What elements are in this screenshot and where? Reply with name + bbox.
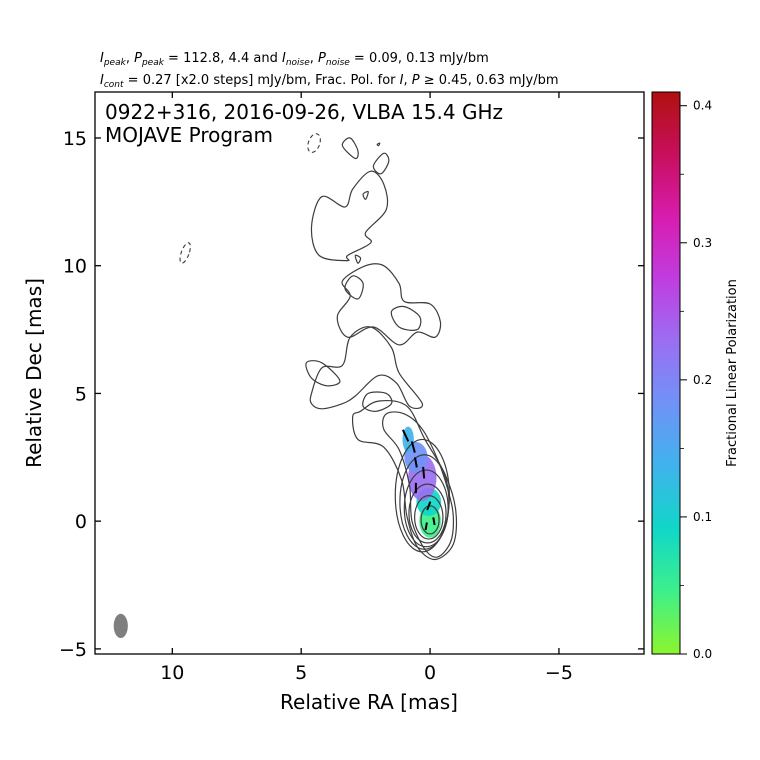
colorbar-tick-label: 0.0 [693, 647, 712, 661]
intensity-contour [310, 170, 389, 262]
y-tick-label: −5 [59, 639, 87, 661]
plot-frame [94, 91, 645, 655]
intensity-contour [341, 137, 359, 160]
negative-contour [307, 133, 321, 153]
y-tick-label: 5 [75, 383, 87, 405]
intensity-contour [390, 305, 422, 331]
evpa-layer [401, 429, 436, 531]
colorbar-label: Fractional Linear Polarization [725, 279, 740, 467]
beam-layer [113, 613, 128, 639]
y-tick-label: 15 [63, 128, 87, 150]
colorbar-tick-label: 0.4 [693, 99, 712, 113]
beam-ellipse [113, 613, 128, 639]
evpa-tick [422, 466, 426, 479]
intensity-contour [305, 360, 341, 387]
core-contour [394, 438, 451, 553]
intensity-contour [354, 254, 362, 264]
evpa-tick [414, 457, 418, 468]
intensity-contour [372, 152, 390, 175]
header-line-1: Ipeak, Ppeak = 112.8, 4.4 and Inoise, Pn… [100, 51, 489, 68]
evpa-tick [424, 522, 428, 531]
intensity-contour [362, 190, 369, 200]
intensity-contour [336, 263, 442, 346]
chart-subtitle: MOJAVE Program [105, 123, 273, 147]
y-tick-label: 10 [63, 256, 87, 278]
chart-title: 0922+316, 2016-09-26, VLBA 15.4 GHz [105, 100, 503, 124]
colorbar-tick-label: 0.2 [693, 373, 712, 387]
colorbar-tick-label: 0.1 [693, 510, 712, 524]
y-tick-label: 0 [75, 511, 87, 533]
x-axis-label: Relative RA [mas] [280, 690, 458, 714]
core-contour [414, 495, 444, 540]
evpa-tick [410, 441, 416, 453]
axis-ticks: 10 5 0 −5 −5 0 5 10 15 [59, 92, 644, 684]
colorbar-tick-label: 0.3 [693, 236, 712, 250]
y-axis-label: Relative Dec [mas] [22, 278, 46, 468]
x-tick-label: 10 [160, 662, 184, 684]
x-tick-label: 5 [295, 662, 307, 684]
intensity-contour [344, 275, 364, 300]
evpa-tick [401, 429, 410, 442]
core-contour [420, 505, 440, 535]
evpa-tick [432, 517, 436, 526]
colorbar-ticks: 0.0 0.1 0.2 0.3 0.4 [680, 99, 712, 661]
colorbar-frame [651, 91, 681, 655]
x-tick-label: −5 [545, 662, 573, 684]
x-tick-label: 0 [424, 662, 436, 684]
intensity-contour [376, 142, 381, 147]
core-contour [408, 483, 447, 544]
colorbar [652, 92, 680, 654]
negative-contour [179, 242, 191, 264]
plot-area [113, 133, 458, 639]
intensity-contour [362, 391, 393, 412]
intensity-contour [309, 326, 424, 410]
contour-layer [179, 133, 458, 561]
header-line-2: Icont = 0.27 [x2.0 steps] mJy/bm, Frac. … [100, 73, 559, 90]
evpa-tick [426, 501, 432, 511]
